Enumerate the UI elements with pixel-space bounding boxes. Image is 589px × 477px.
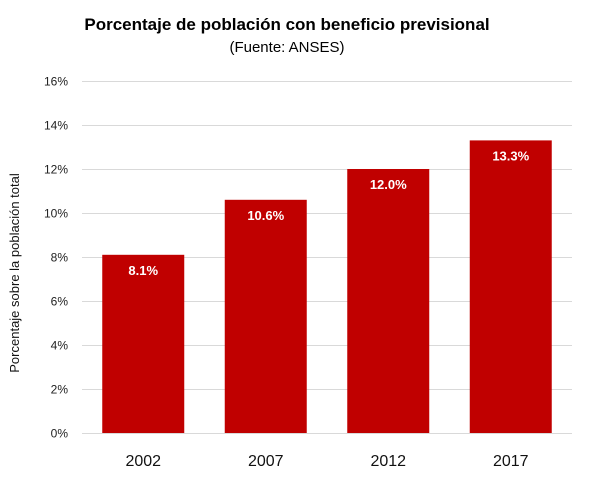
y-axis-label: Porcentaje sobre la población total [7,173,22,373]
x-tick-label: 2017 [493,453,529,470]
y-tick-label: 4% [51,339,69,353]
y-tick-label: 12% [44,163,68,177]
bar-2012 [347,169,430,433]
chart-subtitle: (Fuente: ANSES) [229,39,344,56]
y-tick-label: 16% [44,75,68,89]
data-label: 8.1% [128,263,158,278]
bar-2002 [102,254,185,433]
data-label: 10.6% [247,208,284,223]
x-tick-label: 2002 [125,453,161,470]
y-tick-label: 8% [51,251,69,265]
bars [102,140,552,433]
x-tick-label: 2007 [248,453,284,470]
x-axis-ticks: 2002 2007 2012 2017 [125,453,528,470]
bar-2007 [224,199,307,433]
y-tick-label: 0% [51,427,69,441]
chart-title: Porcentaje de población con beneficio pr… [84,15,489,34]
x-tick-label: 2012 [370,453,406,470]
data-label: 13.3% [492,148,529,163]
bar-2017 [469,140,552,433]
data-label: 12.0% [370,177,407,192]
y-tick-label: 6% [51,295,69,309]
y-axis-ticks: 0% 2% 4% 6% 8% 10% 12% 14% 16% [44,75,68,441]
y-tick-label: 10% [44,207,68,221]
y-tick-label: 14% [44,119,68,133]
data-labels: 8.1% 10.6% 12.0% 13.3% [128,148,529,277]
y-tick-label: 2% [51,383,69,397]
